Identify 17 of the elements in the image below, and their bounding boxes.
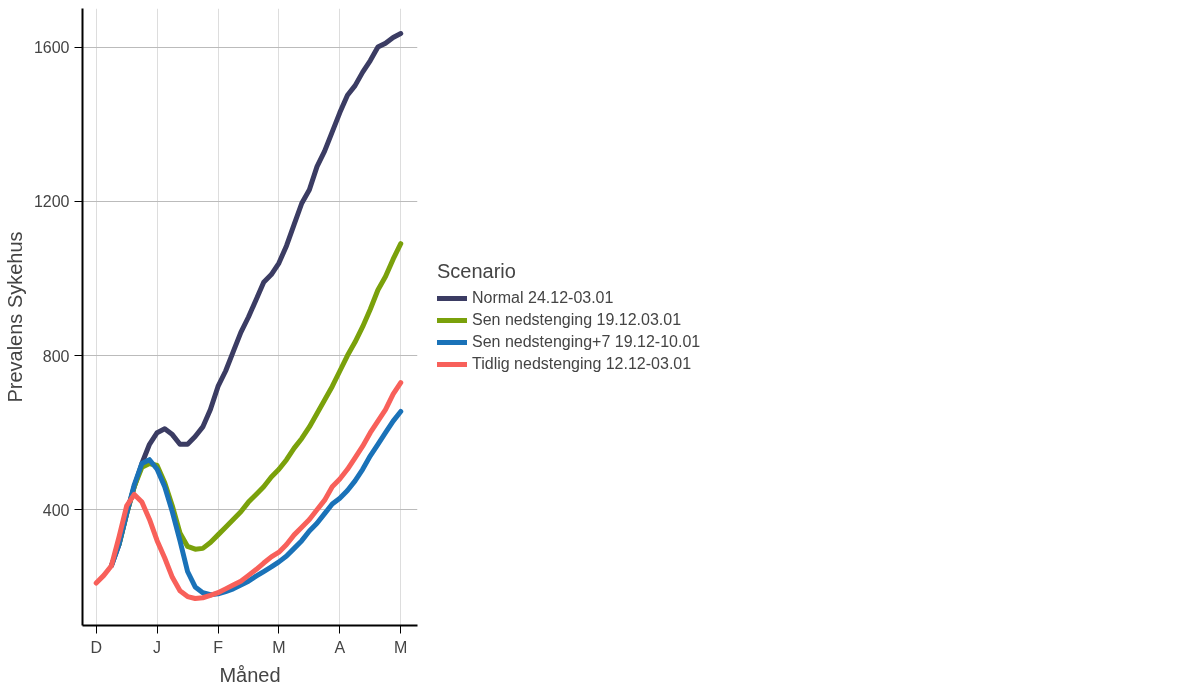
y-tick-label: 1200: [33, 193, 70, 211]
x-tick-label: M: [272, 638, 286, 656]
x-tick-label: J: [153, 638, 162, 656]
legend-label: Tidlig nedstenging 12.12-03.01: [472, 354, 692, 373]
x-tick-label: D: [90, 638, 102, 656]
y-axis-title: Prevalens Sykehus: [3, 231, 26, 403]
legend-title: Scenario: [437, 259, 517, 283]
x-tick-label: F: [213, 638, 224, 656]
x-tick-label: M: [394, 638, 408, 656]
y-tick-label: 800: [42, 347, 70, 365]
y-tick-label: 1600: [33, 39, 70, 57]
x-axis-title: Måned: [219, 663, 281, 686]
y-tick-label: 400: [42, 501, 70, 519]
legend-label: Sen nedstenging 19.12.03.01: [472, 310, 682, 329]
x-tick-label: A: [334, 638, 346, 656]
legend-label: Normal 24.12-03.01: [472, 288, 614, 307]
legend-label: Sen nedstenging+7 19.12-10.01: [472, 332, 701, 351]
